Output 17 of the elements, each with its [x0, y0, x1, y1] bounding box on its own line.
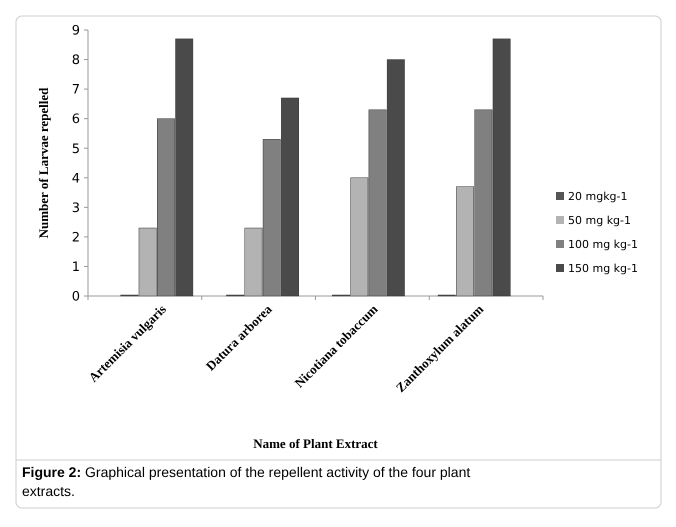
- legend-label: 150 mg kg-1: [568, 262, 638, 275]
- y-axis-title: Number of Larvae repelled: [36, 86, 51, 238]
- y-tick-label: 1: [72, 260, 80, 275]
- legend-label: 100 mg kg-1: [568, 238, 638, 251]
- y-tick-label: 0: [72, 290, 80, 305]
- y-tick-label: 4: [72, 171, 80, 186]
- y-tick-label: 2: [72, 230, 80, 246]
- x-axis-title: Name of Plant Extract: [253, 436, 378, 451]
- y-tick-label: 3: [72, 200, 80, 216]
- y-tick-label: 7: [72, 82, 80, 98]
- y-tick-label: 6: [72, 112, 80, 128]
- legend-label: 50 mg kg-1: [568, 214, 632, 227]
- y-tick-label: 8: [72, 53, 80, 68]
- legend-label: 20 mgkg-1: [568, 190, 628, 203]
- caption: Figure 2: Graphical presentation of the repellent activity of the four plant extracts.: [22, 464, 470, 499]
- y-tick-label: 5: [72, 142, 80, 157]
- y-tick-label: 9: [72, 24, 80, 39]
